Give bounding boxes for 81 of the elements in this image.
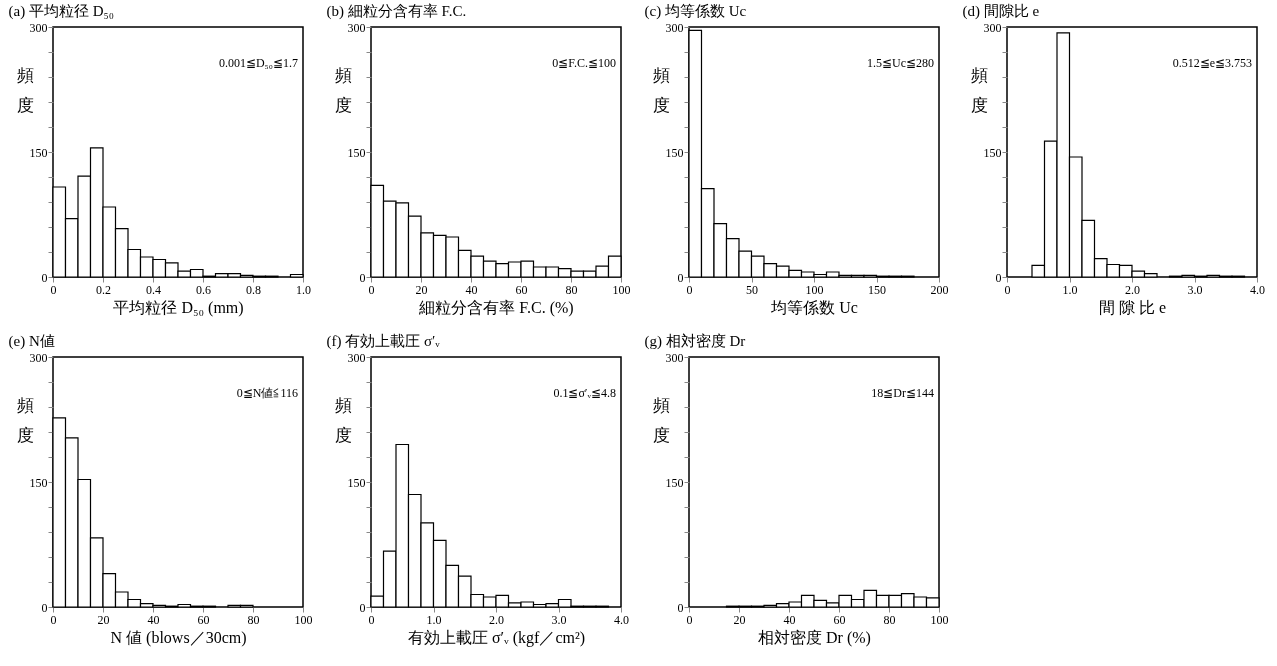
- x-tick-label: 20: [733, 612, 746, 627]
- y-tick-label: 150: [665, 475, 684, 490]
- x-tick-label: 80: [565, 282, 578, 297]
- chart-title: (b) 細粒分含有率 F.C.: [326, 3, 467, 20]
- x-tick-label: 60: [833, 612, 846, 627]
- x-tick-label: 100: [612, 282, 631, 297]
- y-axis-title: 頻度: [653, 395, 670, 445]
- x-tick-label: 0.2: [96, 282, 111, 297]
- x-tick-label: 2.0: [489, 612, 504, 627]
- y-tick-label: 150: [665, 145, 684, 160]
- chart-title: (f) 有効上載圧 σ′ᵥ: [326, 333, 441, 350]
- y-tick-label: 150: [29, 145, 48, 160]
- x-tick-label: 2.0: [1125, 282, 1140, 297]
- y-tick-label: 300: [665, 20, 684, 35]
- x-tick-label: 60: [515, 282, 528, 297]
- x-tick-label: 20: [415, 282, 428, 297]
- x-tick-label: 0.6: [196, 282, 211, 297]
- x-tick-label: 0.4: [146, 282, 161, 297]
- annotation: 0≦F.C.≦100: [552, 56, 616, 70]
- y-tick-label: 300: [29, 20, 48, 35]
- x-tick-label: 3.0: [1187, 282, 1203, 297]
- chart-title: (e) N値: [8, 333, 55, 350]
- x-tick-label: 100: [930, 612, 949, 627]
- x-tick-label: 150: [868, 282, 886, 297]
- x-tick-label: 1.0: [1062, 282, 1078, 297]
- y-tick-label: 0: [41, 270, 48, 285]
- annotation: 0.001≦D₅₀≦1.7: [218, 56, 298, 70]
- x-tick-label: 20: [97, 612, 110, 627]
- y-tick-label: 0: [677, 600, 684, 615]
- chart-title: (c) 均等係数 Uc: [644, 3, 747, 20]
- annotation: 0.1≦σ′ᵥ≦4.8: [553, 386, 616, 400]
- x-tick-label: 40: [465, 282, 478, 297]
- chart-title: (a) 平均粒径 D₅₀: [8, 3, 114, 20]
- x-tick-label: 4.0: [1250, 282, 1265, 297]
- annotation: 0≦N値≦116: [236, 386, 298, 400]
- x-axis-title: 細粒分含有率 F.C. (%): [418, 298, 574, 317]
- y-tick-label: 150: [983, 145, 1002, 160]
- y-tick-label: 0: [359, 270, 366, 285]
- x-axis-title: 均等係数 Uc: [770, 298, 858, 316]
- x-tick-label: 4.0: [614, 612, 629, 627]
- x-tick-label: 40: [147, 612, 160, 627]
- y-tick-label: 150: [29, 475, 48, 490]
- x-tick-label: 80: [883, 612, 896, 627]
- x-axis-title: 平均粒径 D₅₀ (mm): [113, 298, 244, 317]
- y-axis-title: 頻度: [17, 395, 34, 445]
- x-axis-title: 間 隙 比 e: [1098, 298, 1167, 316]
- annotation: 1.5≦Uc≦280: [867, 56, 934, 70]
- y-axis-title: 頻度: [653, 65, 670, 115]
- x-axis-title: 有効上載圧 σ′ᵥ (kgf／cm²): [407, 628, 586, 647]
- x-tick-label: 50: [746, 282, 758, 297]
- x-tick-label: 1.0: [426, 612, 442, 627]
- y-tick-label: 0: [995, 270, 1002, 285]
- y-axis-title: 頻度: [971, 65, 988, 115]
- y-tick-label: 0: [359, 600, 366, 615]
- y-axis-title: 頻度: [335, 395, 352, 445]
- x-axis-title: N 値 (blows／30cm): [110, 628, 247, 647]
- chart-title: (g) 相対密度 Dr: [644, 333, 746, 350]
- y-tick-label: 0: [677, 270, 684, 285]
- annotation: 0.512≦e≦3.753: [1172, 56, 1252, 70]
- x-tick-label: 60: [197, 612, 210, 627]
- x-tick-label: 100: [805, 282, 824, 297]
- y-tick-label: 0: [41, 600, 48, 615]
- x-tick-label: 80: [247, 612, 260, 627]
- y-tick-label: 150: [347, 475, 366, 490]
- x-tick-label: 100: [294, 612, 313, 627]
- y-axis-title: 頻度: [335, 65, 352, 115]
- y-tick-label: 300: [29, 350, 48, 365]
- x-axis-title: 相対密度 Dr (%): [758, 628, 871, 647]
- y-tick-label: 300: [347, 20, 366, 35]
- x-tick-label: 0.8: [246, 282, 261, 297]
- y-axis-title: 頻度: [17, 65, 34, 115]
- x-tick-label: 40: [783, 612, 796, 627]
- chart-title: (d) 間隙比 e: [962, 3, 1040, 20]
- x-tick-label: 1.0: [296, 282, 311, 297]
- y-tick-label: 150: [347, 145, 366, 160]
- x-tick-label: 3.0: [551, 612, 567, 627]
- y-tick-label: 300: [665, 350, 684, 365]
- y-tick-label: 300: [347, 350, 366, 365]
- y-tick-label: 300: [983, 20, 1002, 35]
- annotation: 18≦Dr≦144: [871, 386, 934, 400]
- x-tick-label: 200: [930, 282, 949, 297]
